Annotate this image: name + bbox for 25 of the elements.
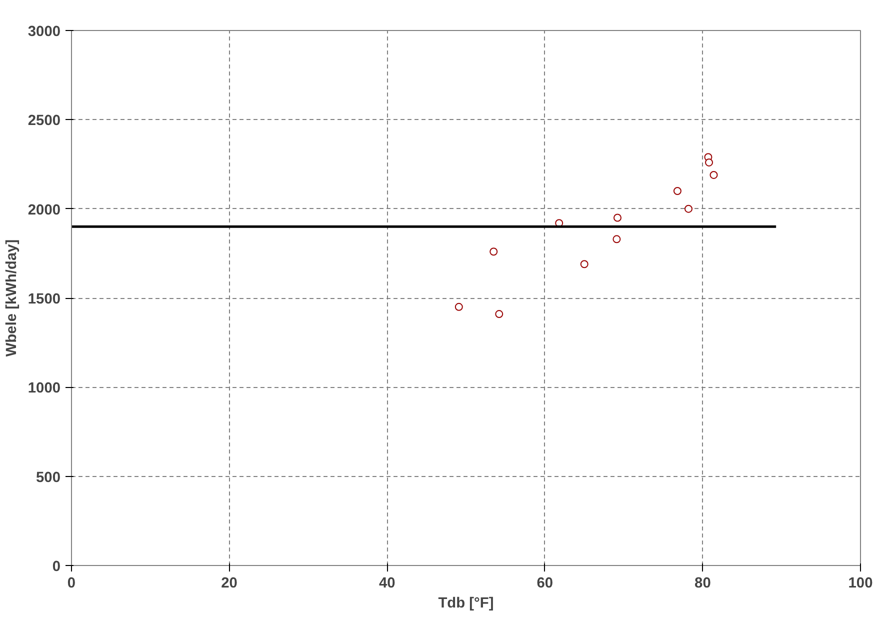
x-tick-label: 40 [378, 576, 396, 592]
point [612, 235, 621, 244]
y-tick-label: 500 [36, 470, 61, 486]
x-tick-label: 0 [67, 576, 76, 592]
point [710, 170, 718, 179]
point [613, 214, 622, 222]
point [490, 248, 498, 256]
point [580, 260, 588, 268]
x-axis-title: Tdb [°F] [438, 596, 494, 612]
y-tick-label: 0 [52, 559, 61, 575]
x-tick-label: 80 [694, 576, 711, 592]
y-tick-label: 3000 [28, 24, 61, 40]
y-tick-label: 1500 [28, 292, 61, 308]
y-tick-label: 2500 [28, 113, 61, 130]
x-tick-label: 60 [536, 576, 554, 592]
y-tick-label: 2000 [28, 202, 61, 218]
y-tick-label: 1000 [28, 380, 61, 397]
x-tick-label: 20 [221, 576, 238, 592]
point [705, 158, 714, 166]
point [684, 204, 692, 213]
point [454, 302, 463, 311]
point [673, 187, 682, 195]
y-axis-title: Wbele [kWh/day] [4, 239, 20, 357]
x-tick-label: 100 [848, 576, 873, 592]
point [495, 310, 504, 318]
